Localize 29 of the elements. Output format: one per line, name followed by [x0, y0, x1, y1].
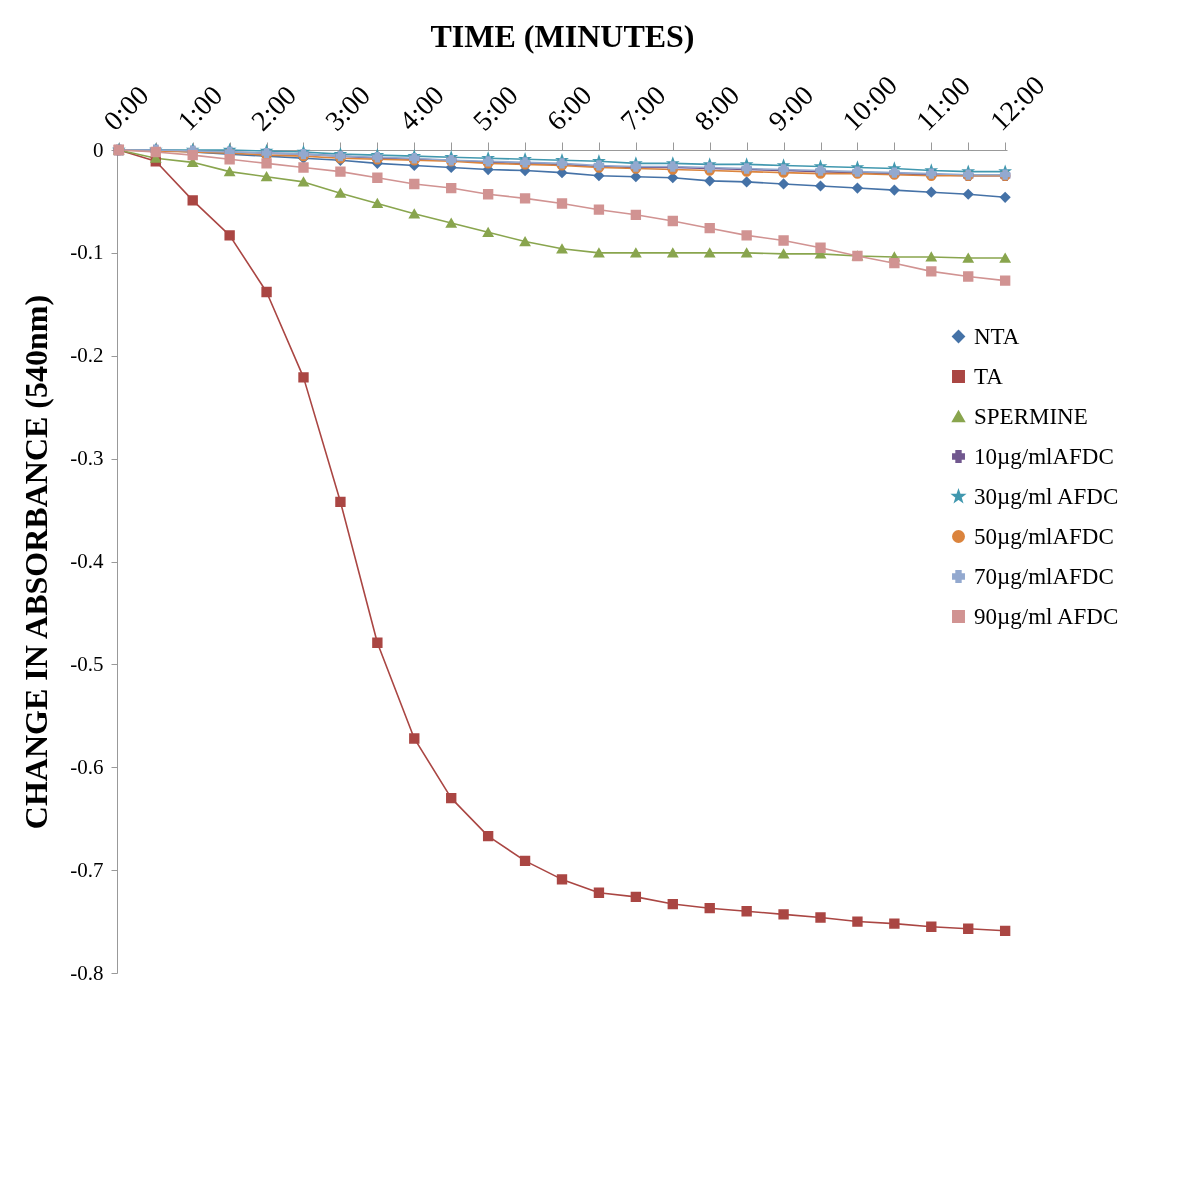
legend-label: NTA: [974, 323, 1020, 349]
legend-label: SPERMINE: [974, 403, 1088, 429]
x-tick-label: 7:00: [614, 79, 672, 137]
x-tick-label: 3:00: [319, 79, 377, 137]
x-tick-label: 9:00: [762, 79, 820, 137]
x-tick-label: 6:00: [540, 79, 598, 137]
x-tick-label: 0:00: [97, 79, 155, 137]
legend-label: 90µg/ml AFDC: [974, 603, 1119, 629]
x-tick-label: 5:00: [466, 79, 524, 137]
legend-label: 50µg/mlAFDC: [974, 523, 1114, 549]
y-tick-label: -0.1: [70, 240, 104, 265]
x-tick-label: 8:00: [688, 79, 746, 137]
x-tick-label: 2:00: [245, 79, 303, 137]
y-tick-label: -0.6: [70, 754, 104, 779]
y-tick-label: -0.4: [70, 549, 104, 573]
legend-label: TA: [974, 363, 1004, 389]
y-tick-label: -0.2: [70, 343, 104, 368]
y-tick-label: -0.3: [70, 446, 104, 471]
x-axis-title: TIME (MINUTES): [430, 17, 695, 54]
y-tick-label: -0.7: [70, 857, 104, 882]
legend-label: 10µg/mlAFDC: [974, 443, 1114, 469]
x-tick-label: 4:00: [392, 79, 450, 137]
y-tick-label: 0: [93, 137, 104, 162]
x-tick-label: 1:00: [171, 79, 229, 137]
legend-label: 30µg/ml AFDC: [974, 483, 1119, 509]
y-tick-label: -0.8: [70, 960, 104, 985]
legend-label: 70µg/mlAFDC: [974, 563, 1114, 589]
y-tick-label: -0.5: [70, 651, 104, 676]
y-axis-title: CHANGE IN ABSORBANCE (540nm): [18, 294, 55, 830]
